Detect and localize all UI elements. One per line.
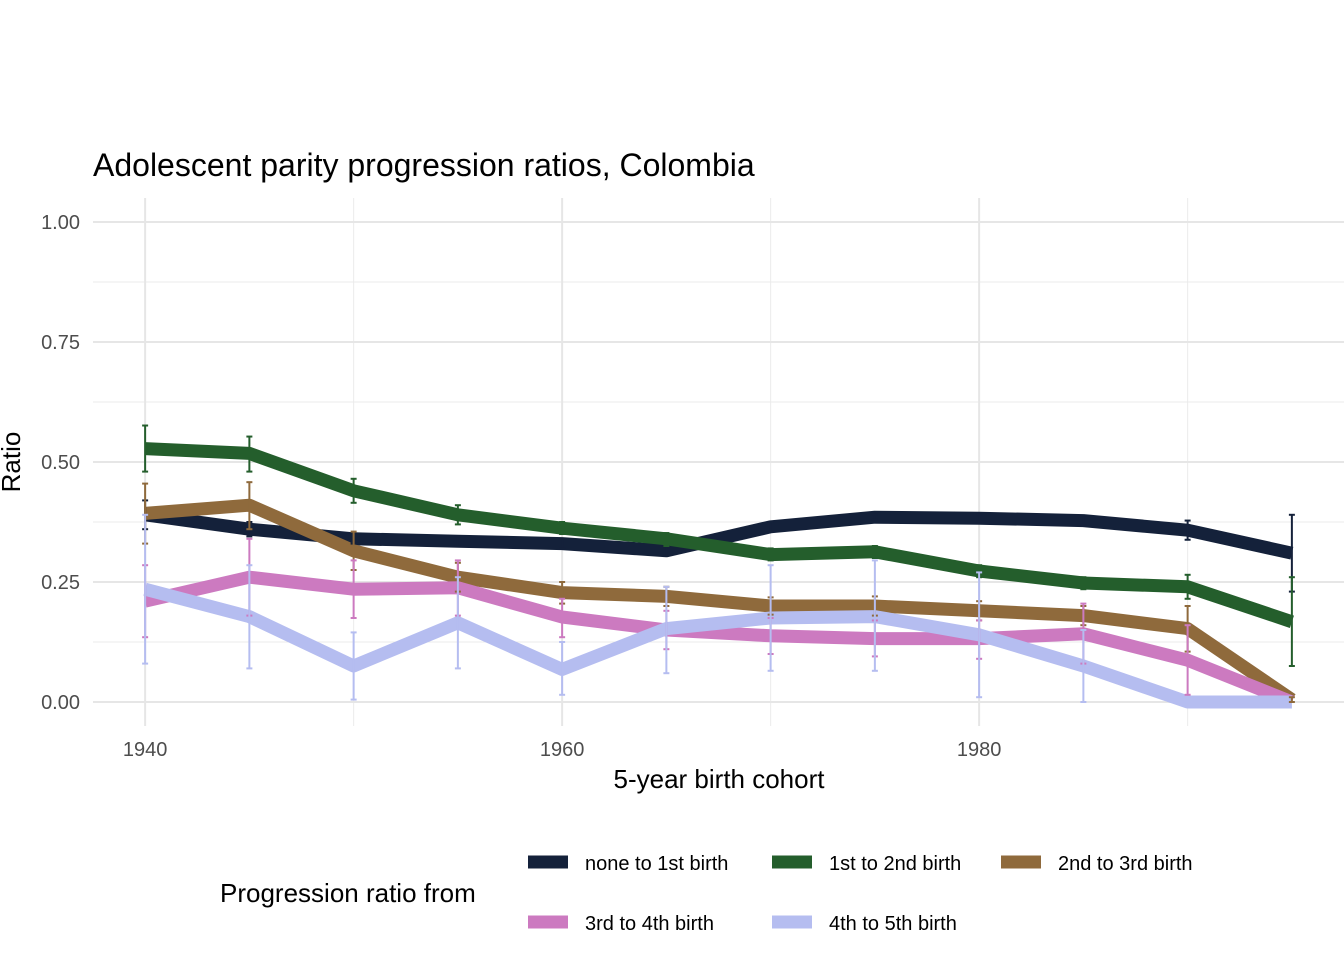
y-axis-title: Ratio bbox=[0, 432, 26, 493]
legend-label: 3rd to 4th birth bbox=[585, 913, 714, 935]
y-tick-label: 0.75 bbox=[41, 332, 80, 354]
x-tick-label: 1940 bbox=[123, 739, 168, 761]
series-line bbox=[144, 442, 1294, 628]
x-tick-label: 1980 bbox=[957, 739, 1002, 761]
series-layer bbox=[143, 442, 1296, 709]
series-line bbox=[144, 498, 1296, 705]
x-tick-labels: 1940 1960 1980 bbox=[123, 739, 1002, 761]
legend-label: 1st to 2nd birth bbox=[829, 853, 961, 875]
legend-label: 2nd to 3rd birth bbox=[1058, 853, 1193, 875]
legend-label: none to 1st birth bbox=[585, 853, 728, 875]
y-tick-label: 0.25 bbox=[41, 572, 80, 594]
y-tick-label: 0.50 bbox=[41, 452, 80, 474]
y-tick-labels: 0.00 0.25 0.50 0.75 1.00 bbox=[41, 212, 80, 714]
chart-title: Adolescent parity progression ratios, Co… bbox=[93, 147, 755, 183]
legend-label: 4th to 5th birth bbox=[829, 913, 957, 935]
x-axis-title: 5-year birth cohort bbox=[614, 764, 826, 794]
legend: Progression ratio from none to 1st birth… bbox=[220, 853, 1193, 935]
errorbar-layer bbox=[142, 424, 1295, 703]
series-line bbox=[143, 570, 1295, 709]
y-tick-label: 1.00 bbox=[41, 212, 80, 234]
y-tick-label: 0.00 bbox=[41, 692, 80, 714]
series-line bbox=[143, 582, 1292, 709]
x-tick-label: 1960 bbox=[540, 739, 585, 761]
legend-title: Progression ratio from bbox=[220, 878, 476, 908]
